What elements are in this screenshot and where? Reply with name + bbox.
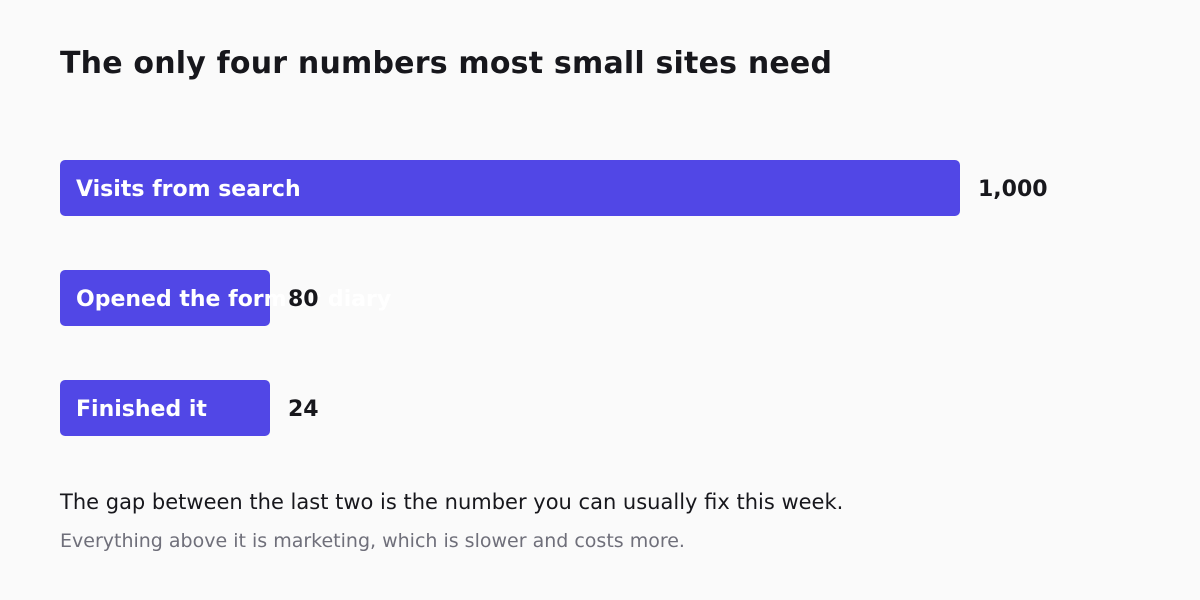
chart-title: The only four numbers most small sites n… bbox=[60, 46, 833, 81]
bar-label-visits-from-search: Visits from search bbox=[76, 177, 301, 202]
value-label-finished-it: 24 bbox=[288, 397, 319, 422]
bar-label-finished-it: Finished it bbox=[76, 397, 207, 422]
subnote: Everything above it is marketing, which … bbox=[60, 530, 685, 552]
bar-visits-from-search bbox=[60, 160, 960, 216]
bar-label-opened-the-form-or-diary: Opened the form or diary bbox=[76, 287, 391, 312]
value-label-opened-the-form-or-diary: 80 bbox=[288, 287, 319, 312]
bar-finished-it bbox=[60, 380, 270, 436]
bar-opened-the-form-or-diary bbox=[60, 270, 270, 326]
footnote: The gap between the last two is the numb… bbox=[60, 490, 844, 514]
value-label-visits-from-search: 1,000 bbox=[978, 177, 1048, 202]
